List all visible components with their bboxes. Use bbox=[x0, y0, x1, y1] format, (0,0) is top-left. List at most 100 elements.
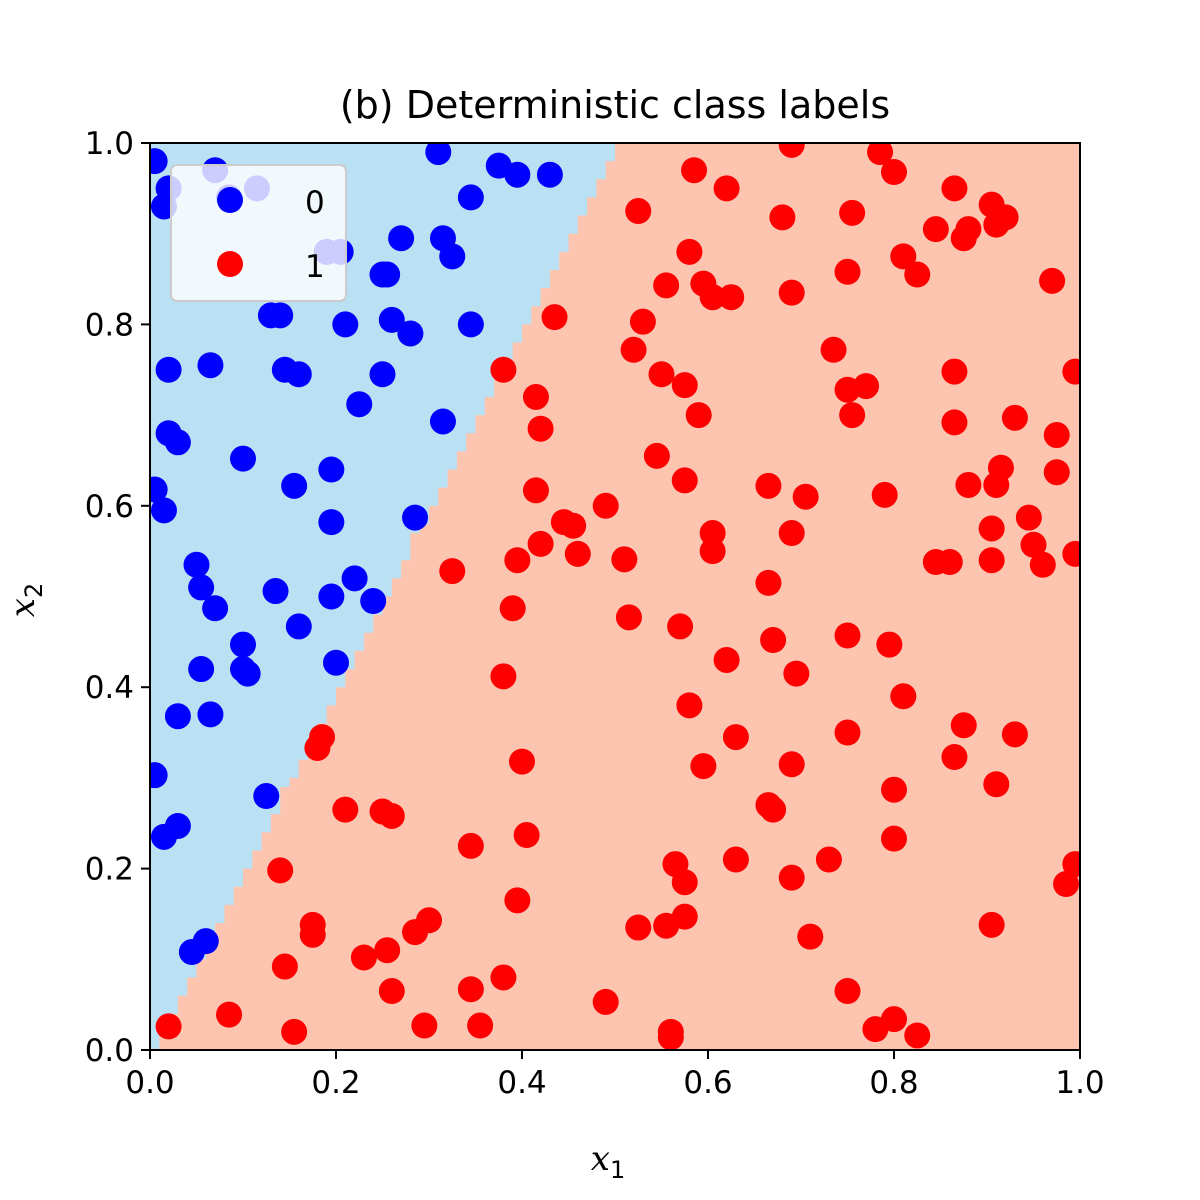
point-class-1-123 bbox=[350, 944, 377, 971]
point-class-1-46 bbox=[755, 472, 782, 499]
y-tick-label: 0.6 bbox=[85, 489, 134, 525]
point-class-1-61 bbox=[1029, 551, 1056, 578]
point-class-1-22 bbox=[718, 284, 745, 311]
x-tick-label: 0.0 bbox=[125, 1065, 174, 1101]
point-class-1-73 bbox=[499, 595, 526, 622]
point-class-1-11 bbox=[983, 211, 1010, 238]
y-axis-ticks: 0.0 0.2 0.4 0.6 0.8 1.0 bbox=[85, 126, 150, 1069]
point-class-1-43 bbox=[643, 442, 670, 469]
point-class-1-17 bbox=[904, 261, 931, 288]
point-class-1-103 bbox=[457, 832, 484, 859]
point-class-1-134 bbox=[467, 1012, 494, 1039]
point-class-1-9 bbox=[839, 199, 866, 226]
point-class-1-15 bbox=[676, 238, 703, 265]
point-class-1-124 bbox=[271, 953, 298, 980]
point-class-1-62 bbox=[1062, 540, 1080, 567]
point-class-1-8 bbox=[769, 204, 796, 231]
point-class-1-136 bbox=[657, 1024, 684, 1050]
x-tick-label: 0.4 bbox=[497, 1065, 546, 1101]
point-class-1-84 bbox=[950, 712, 977, 739]
point-class-0-29 bbox=[346, 391, 373, 418]
point-class-0-42 bbox=[202, 595, 229, 622]
point-class-1-30 bbox=[648, 361, 675, 388]
x-tick-label: 0.2 bbox=[311, 1065, 360, 1101]
legend-label-1: 1 bbox=[305, 249, 325, 285]
point-class-1-77 bbox=[834, 622, 861, 649]
point-class-1-27 bbox=[620, 336, 647, 363]
point-class-0-55 bbox=[150, 762, 168, 789]
point-class-1-14 bbox=[950, 225, 977, 252]
point-class-1-48 bbox=[871, 481, 898, 508]
point-class-1-110 bbox=[778, 864, 805, 891]
point-class-1-91 bbox=[690, 753, 717, 780]
point-class-0-8 bbox=[504, 161, 531, 188]
point-class-0-21 bbox=[378, 306, 405, 333]
point-class-1-36 bbox=[522, 383, 549, 410]
point-class-1-57 bbox=[778, 520, 805, 547]
point-class-1-85 bbox=[722, 724, 749, 751]
point-class-1-29 bbox=[490, 356, 517, 383]
point-class-1-112 bbox=[504, 887, 531, 914]
point-class-0-39 bbox=[402, 504, 429, 531]
point-class-1-107 bbox=[1062, 851, 1080, 878]
point-class-1-139 bbox=[904, 1022, 931, 1049]
point-class-0-10 bbox=[457, 184, 484, 211]
legend: 0 1 bbox=[170, 164, 347, 302]
point-class-1-81 bbox=[490, 663, 517, 690]
point-class-1-129 bbox=[592, 988, 619, 1015]
point-class-1-111 bbox=[1053, 871, 1080, 898]
point-class-1-38 bbox=[839, 402, 866, 429]
point-class-1-51 bbox=[987, 454, 1014, 481]
point-class-1-44 bbox=[671, 467, 698, 494]
plot-frame bbox=[149, 142, 1081, 1051]
chart-title: (b) Deterministic class labels bbox=[340, 83, 890, 127]
point-class-1-5 bbox=[941, 175, 968, 202]
point-class-0-23 bbox=[457, 311, 484, 338]
y-tick-label: 0.4 bbox=[85, 670, 134, 706]
point-class-0-46 bbox=[360, 588, 387, 615]
x-axis-ticks: 0.0 0.2 0.4 0.6 0.8 1.0 bbox=[125, 1050, 1105, 1101]
point-class-1-100 bbox=[378, 802, 405, 829]
point-class-1-1 bbox=[867, 143, 894, 166]
point-class-1-101 bbox=[513, 822, 540, 849]
point-class-1-19 bbox=[653, 272, 680, 299]
legend-box bbox=[170, 164, 347, 302]
point-class-1-122 bbox=[374, 937, 401, 964]
point-class-0-36 bbox=[150, 476, 168, 503]
point-class-1-128 bbox=[834, 978, 861, 1005]
point-class-0-19 bbox=[267, 302, 294, 329]
point-class-1-31 bbox=[671, 372, 698, 399]
point-class-1-97 bbox=[760, 796, 787, 823]
point-class-1-131 bbox=[155, 1013, 182, 1040]
point-class-1-121 bbox=[978, 911, 1005, 938]
point-class-1-132 bbox=[281, 1018, 308, 1045]
point-class-1-45 bbox=[522, 477, 549, 504]
point-class-0-13 bbox=[439, 243, 466, 270]
point-class-1-53 bbox=[592, 492, 619, 519]
point-class-1-138 bbox=[881, 1006, 907, 1033]
point-class-0-27 bbox=[285, 361, 312, 388]
point-class-0-41 bbox=[188, 574, 215, 601]
point-class-0-20 bbox=[332, 311, 359, 338]
point-class-1-18 bbox=[834, 258, 861, 285]
x-tick-label: 0.8 bbox=[869, 1065, 918, 1101]
point-class-1-119 bbox=[671, 903, 698, 930]
point-class-0-11 bbox=[388, 225, 415, 252]
y-tick-label: 0.0 bbox=[85, 1033, 134, 1069]
point-class-1-83 bbox=[890, 683, 917, 710]
point-class-1-3 bbox=[681, 157, 708, 184]
point-class-0-24 bbox=[155, 356, 182, 383]
point-class-1-12 bbox=[922, 216, 949, 243]
point-class-1-34 bbox=[941, 358, 968, 385]
point-class-0-28 bbox=[369, 361, 396, 388]
point-class-1-120 bbox=[797, 923, 824, 950]
point-class-0-48 bbox=[230, 631, 256, 658]
point-class-0-44 bbox=[341, 565, 368, 592]
point-class-1-52 bbox=[1043, 459, 1070, 486]
point-class-1-126 bbox=[378, 978, 405, 1005]
point-class-1-39 bbox=[941, 409, 968, 436]
point-class-0-47 bbox=[285, 613, 312, 640]
point-class-1-133 bbox=[411, 1012, 438, 1039]
point-class-0-30 bbox=[429, 408, 456, 435]
